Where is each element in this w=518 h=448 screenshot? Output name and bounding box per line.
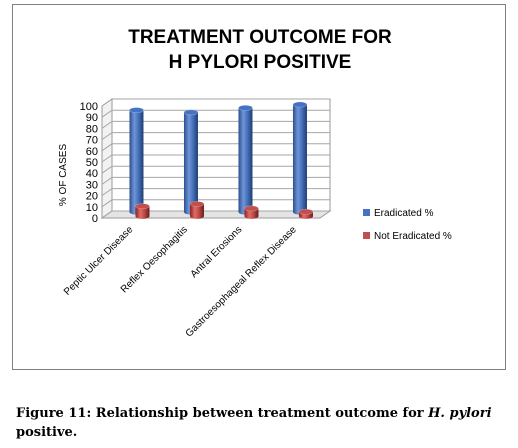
bar-top	[238, 104, 253, 111]
y-axis-title: % OF CASES	[58, 144, 69, 207]
bar-body	[129, 110, 144, 215]
legend-label: Eradicated %	[374, 208, 434, 219]
gridline	[101, 132, 330, 141]
bar	[292, 101, 308, 215]
x-tick-label: Antral Erosions	[189, 224, 245, 280]
legend-swatch	[363, 232, 370, 239]
gridline	[101, 98, 330, 107]
gridline	[101, 143, 330, 152]
bar	[135, 203, 150, 219]
bar-top	[189, 201, 205, 207]
gridline	[101, 199, 330, 208]
bar-body	[238, 107, 253, 215]
y-tick-label: 100	[80, 101, 98, 113]
chart-title-line-2: H PYLORI POSITIVE	[168, 52, 352, 73]
bar	[244, 205, 259, 219]
bar	[189, 201, 205, 219]
y-tick-label: 0	[92, 213, 98, 225]
gridline	[101, 120, 330, 129]
legend-label: Not Eradicated %	[374, 231, 452, 242]
bar-top	[244, 205, 259, 212]
bar-top	[292, 101, 308, 108]
caption-suffix: positive.	[16, 425, 78, 440]
gridline	[101, 188, 330, 197]
gridline	[101, 176, 330, 185]
bar-top	[298, 208, 314, 215]
bar-body	[244, 208, 259, 219]
y-tick-label: 30	[86, 179, 98, 191]
bar-body	[135, 206, 150, 219]
bar-top	[183, 109, 199, 116]
bar	[298, 208, 314, 219]
y-tick-label: 40	[86, 168, 98, 180]
bar	[238, 104, 253, 215]
figure-caption: Figure 11: Relationship between treatmen…	[16, 404, 506, 442]
y-tick-label: 70	[86, 135, 98, 147]
chart-frame: TREATMENT OUTCOME FOR H PYLORI POSITIVE	[12, 4, 506, 370]
chart-title-line-1: TREATMENT OUTCOME FOR	[128, 27, 392, 48]
y-tick-label: 20	[86, 191, 98, 203]
bar-body	[183, 112, 198, 215]
x-tick-label: Gastroesophageal Reflex Disease	[184, 224, 299, 339]
y-tick-label: 50	[86, 157, 98, 169]
caption-italic: H. pylori	[428, 406, 492, 421]
bar-body	[292, 104, 307, 215]
y-tick-label: 10	[86, 202, 98, 214]
gridline	[101, 165, 330, 174]
caption-prefix: Figure 11: Relationship between treatmen…	[16, 406, 429, 421]
bar	[183, 109, 199, 215]
bar-top	[135, 203, 150, 210]
y-tick-label: 60	[86, 146, 98, 158]
bar-body	[189, 203, 204, 219]
bar-top	[129, 107, 144, 114]
y-tick-label: 80	[86, 123, 98, 135]
bar	[129, 107, 144, 215]
gridline	[101, 154, 330, 163]
gridline	[101, 109, 330, 118]
chart-title: TREATMENT OUTCOME FOR H PYLORI POSITIVE	[13, 25, 507, 75]
legend-swatch	[363, 209, 370, 216]
y-tick-label: 90	[86, 112, 98, 124]
